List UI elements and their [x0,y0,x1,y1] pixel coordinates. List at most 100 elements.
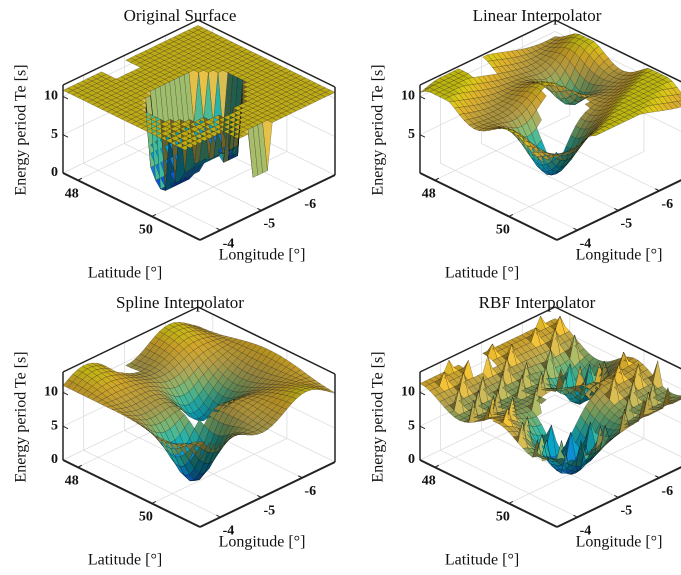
surface-patch [672,399,681,403]
surface-patch [672,87,681,95]
panel: 0 5 10 48 50 -6 -5 -4 Original Surface Energy per… [13,6,336,282]
surface-patch [536,396,547,405]
surface-patch [672,94,681,102]
y-axis-label: Latitude [°] [445,552,519,569]
grid-line [440,75,578,231]
x-tick [655,188,660,192]
x-tick-label: -4 [223,236,235,251]
y-axis-label: Latitude [°] [88,265,162,282]
x-tick-label: -5 [264,504,276,519]
x-tick-label: -5 [621,217,633,232]
z-tick [419,134,426,138]
y-tick [151,501,157,504]
z-axis-label: Energy period Te [s] [370,64,387,195]
grid-line [419,394,681,461]
y-tick-label: 50 [496,223,510,238]
z-tick-label: 10 [401,89,415,104]
y-tick-label: 50 [496,510,510,525]
y-tick [77,464,83,468]
axis-line [62,19,199,86]
axis-line [197,19,336,88]
axis-line [419,19,556,86]
x-tick [614,495,619,498]
axis-line [556,466,681,528]
chart-title: Spline Interpolator [116,293,244,312]
y-tick [434,177,440,181]
axis-line [62,172,201,241]
y-tick-label: 50 [139,510,153,525]
z-tick-label: 0 [51,452,58,467]
y-tick-label: 48 [422,473,436,488]
x-tick [216,227,221,231]
surface-patch [671,395,681,399]
z-tick [419,391,426,396]
chart-title: Original Surface [124,6,237,25]
x-tick [257,495,262,498]
z-tick-label: 5 [408,127,415,142]
z-tick [419,425,426,430]
axis-line [419,172,558,241]
x-tick [257,208,262,211]
grid-line [124,342,262,498]
z-tick [62,391,69,396]
axis-line [419,459,558,528]
y-axis-label: Latitude [°] [445,265,519,282]
x-tick-label: -6 [661,484,673,499]
x-tick [573,514,578,518]
chart-title: RBF Interpolator [479,293,596,312]
chart-title: Linear Interpolator [473,6,602,25]
axis-line [556,179,681,241]
z-tick-label: 0 [408,452,415,467]
axis-line [554,306,681,370]
z-tick-label: 5 [51,418,58,433]
z-axis-label: Energy period Te [s] [13,351,30,482]
z-tick [419,96,426,100]
z-tick-label: 5 [408,418,415,433]
z-tick [419,459,426,463]
x-tick [573,227,578,231]
y-tick [508,214,514,217]
z-tick-label: 10 [44,385,58,400]
surface-patch [531,387,542,417]
axis-line [554,19,681,83]
grid-line [481,342,619,498]
z-tick-label: 10 [44,89,58,104]
axis-line [197,306,336,375]
x-tick-label: -6 [304,484,316,499]
z-tick-label: 10 [401,385,415,400]
panel: 0 5 10 48 50 -6 -5 -4 Spline Interpolator Energy … [13,293,336,569]
y-tick [434,464,440,468]
y-tick [151,214,157,217]
x-tick-label: -4 [580,523,592,538]
axis-line [419,306,556,373]
z-tick [62,425,69,430]
x-tick-label: -6 [304,197,316,212]
surface [419,33,681,176]
z-tick [62,172,69,176]
surface [62,322,336,482]
z-tick [62,459,69,463]
x-tick-label: -4 [223,523,235,538]
z-tick [62,96,69,100]
z-axis-label: Energy period Te [s] [370,351,387,482]
axis-line [62,459,201,528]
y-tick-label: 50 [139,223,153,238]
surface [62,25,336,191]
x-tick-label: -5 [264,217,276,232]
x-tick-label: -5 [621,504,633,519]
x-tick [614,208,619,211]
surface-patch [531,109,542,129]
surface-patch [536,90,547,103]
axis-line [199,461,336,528]
y-tick [508,501,514,504]
y-tick [77,177,83,181]
z-tick-label: 5 [51,127,58,142]
panel: 0 5 10 48 50 -6 -5 -4 RBF Interpolator Energy per… [370,293,681,569]
y-tick-label: 48 [65,186,79,201]
panel: 5 10 48 50 -6 -5 -4 Linear Interpolator Energy p… [370,6,681,282]
axis-line [199,174,336,241]
surface [419,315,681,475]
x-axis-label: Longitude [°] [219,534,306,551]
